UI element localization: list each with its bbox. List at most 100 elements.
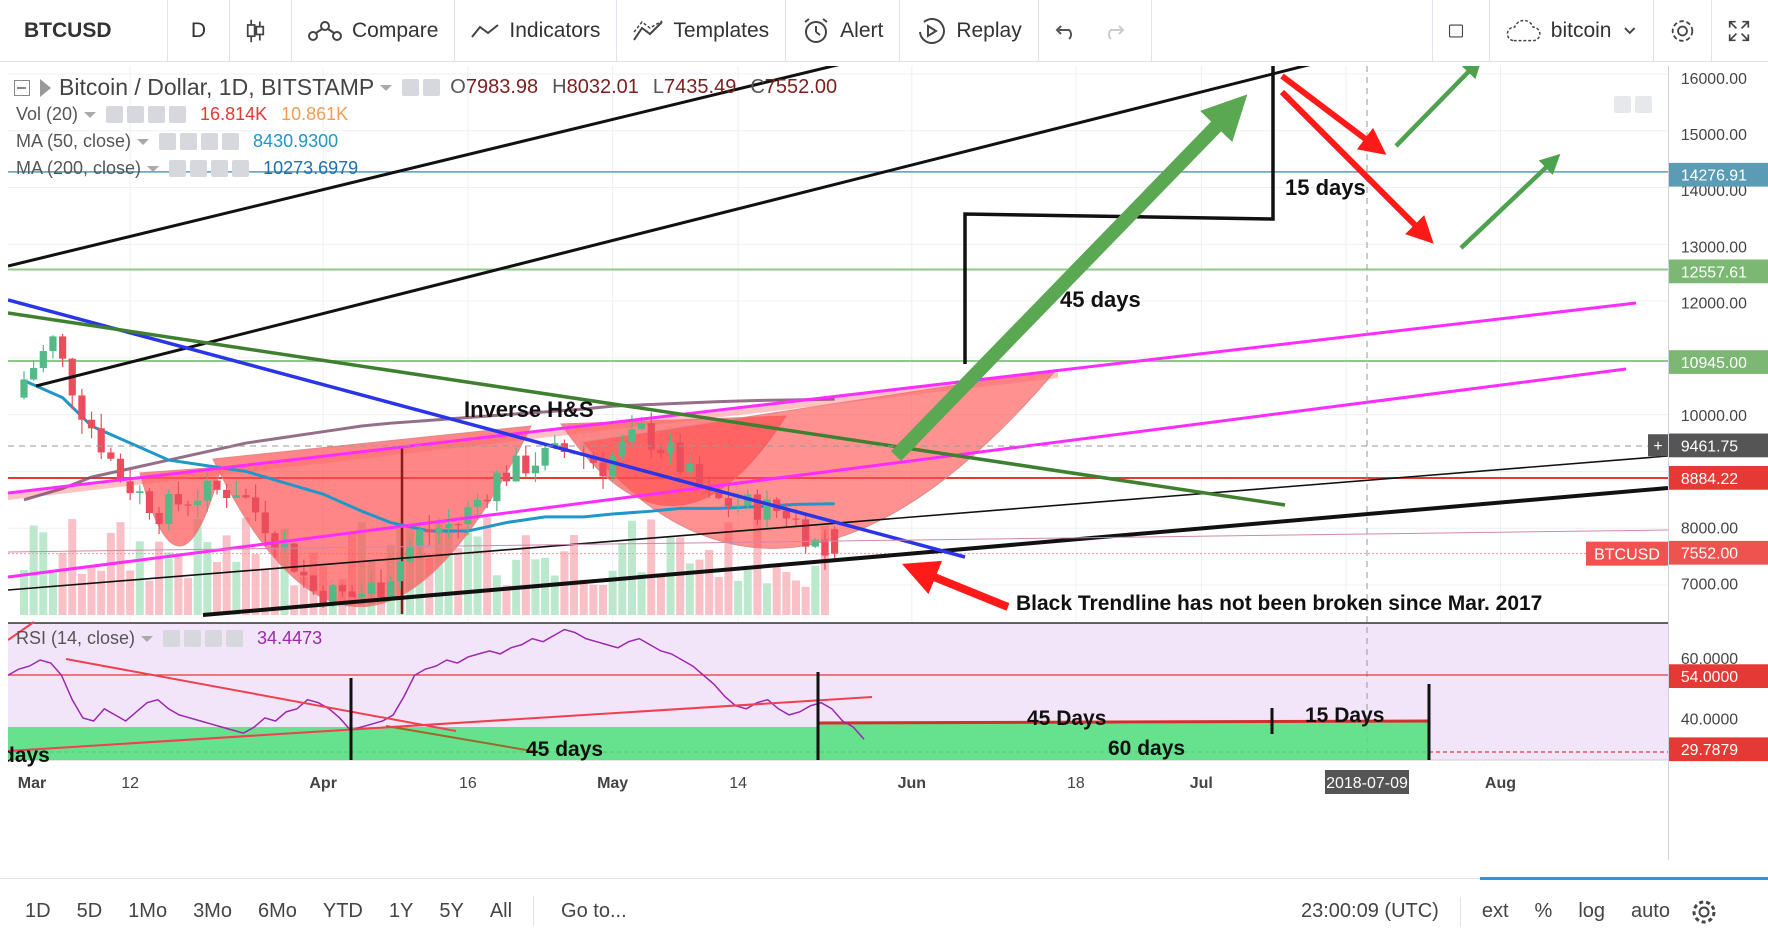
price-label-badge [1669,465,1768,490]
range-button[interactable]: All [489,899,513,922]
gear-icon[interactable] [423,79,441,96]
range-button[interactable]: 1Y [388,899,414,922]
forty-five-days-label: 45 days [1060,287,1141,312]
auto-toggle[interactable]: auto [1631,900,1670,922]
candle-body [792,518,800,520]
close-icon[interactable] [232,160,250,177]
percent-toggle[interactable]: % [1534,900,1553,922]
compare-button[interactable]: Compare [292,0,456,62]
price-tick-label: 13000.00 [1681,239,1747,256]
chart-pane[interactable]: Inverse H&S 45 days 15 days Black Trendl… [8,66,1668,860]
gear-icon[interactable] [180,133,198,150]
gear-icon[interactable] [1691,899,1717,925]
chart-style-button[interactable] [230,0,292,62]
gear-icon[interactable] [190,160,208,177]
rsi-pane: 45 days 45 Days 15 Days 60 days days [8,621,1668,767]
templates-button[interactable]: Templates [617,0,787,62]
price-label-text: 9461.75 [1681,438,1738,455]
undo-button[interactable] [1039,0,1095,62]
price-tick-label: 12000.00 [1681,296,1747,313]
ma50-legend: MA (50, close) 8430.9300 [16,131,338,152]
fullscreen-toggle-button[interactable] [1432,0,1490,62]
utc-clock[interactable]: 23:00:09 (UTC) [1301,900,1439,922]
chevron-down-icon[interactable] [147,165,160,172]
chevron-down-icon[interactable] [380,84,393,91]
gear-icon[interactable] [184,630,202,647]
indicators-button[interactable]: Indicators [455,0,618,62]
volume-bar [20,569,28,615]
range-button[interactable]: 1D [25,899,51,922]
volume-bar [647,519,656,615]
volume-bar [97,570,106,615]
green-arrow-up-2 [1459,153,1561,250]
range-button[interactable]: 6Mo [257,899,297,922]
volume-bar [801,586,810,615]
scroll-indicator [1480,877,1768,880]
fifteen-days-label: 15 days [1285,175,1366,200]
price-label-text: 7552.00 [1681,546,1738,563]
eye-icon[interactable] [159,133,177,150]
log-toggle[interactable]: log [1578,900,1606,922]
candle-body [522,455,530,474]
candle-body [145,491,154,514]
collapse-icon[interactable] [14,79,30,96]
layout-menu-button[interactable]: bitcoin [1490,0,1654,62]
volume-bar [434,522,443,615]
range-button[interactable]: 3Mo [193,899,232,922]
eye-icon[interactable] [106,106,124,123]
settings-button[interactable] [1654,0,1712,62]
plus-icon[interactable] [201,133,219,150]
alert-button[interactable]: Alert [786,0,901,62]
ma50-label: MA (50, close) [16,131,132,151]
maximize-icon[interactable] [1635,96,1652,113]
candle-body [252,497,260,513]
chevron-down-icon[interactable] [141,635,154,642]
replay-button[interactable]: Replay [900,0,1039,62]
range-button[interactable]: YTD [322,899,363,922]
eye-icon[interactable] [163,630,181,647]
volume-bar [579,579,588,615]
red-arrow-trendline [901,560,1010,611]
volume-bar [656,575,665,615]
volume-bar [792,580,800,615]
interval-button[interactable]: D [168,0,230,62]
volume-bar [58,552,67,615]
close-icon[interactable] [169,106,187,123]
candle-body [232,495,240,498]
plus-icon[interactable] [148,106,166,123]
symbol-search-button[interactable]: BTCUSD [8,0,168,62]
chart-canvas[interactable]: Inverse H&S 45 days 15 days Black Trendl… [8,66,1668,860]
ma200-label: MA (200, close) [16,158,142,178]
goto-button[interactable]: Go to... [561,899,627,922]
expand-button[interactable] [1712,0,1766,62]
inverse-hs-label: Inverse H&S [464,397,594,422]
range-button[interactable]: 1Mo [128,899,168,922]
volume-bar [106,532,115,615]
range-button[interactable]: 5D [76,899,103,922]
candle-body [309,575,318,591]
range-button[interactable]: 5Y [439,899,464,922]
plus-icon[interactable] [205,630,223,647]
crosshair-date-badge [1325,770,1409,794]
close-icon[interactable] [226,630,244,647]
ext-toggle[interactable]: ext [1481,900,1509,922]
candle-body [628,429,636,443]
chevron-down-icon[interactable] [137,138,150,145]
volume-bar [77,573,86,615]
time-axis-label: 14 [729,775,747,792]
candle-body [396,561,404,582]
gear-icon[interactable] [127,106,145,123]
volume-bar [193,519,202,615]
volume-bar [820,525,829,615]
alert-label: Alert [840,18,884,42]
chevron-down-icon[interactable] [84,111,97,118]
eye-icon[interactable] [402,79,420,96]
descending-blue-line [8,298,966,559]
arrow-down-icon[interactable] [1614,96,1631,113]
eye-icon[interactable] [169,160,187,177]
price-axis[interactable]: 16000.00 15000.00 14000.00 13000.00 12000.00… [1668,66,1768,860]
time-axis: Mar12Apr16May14Jun18Jul16Aug2018-07-09 [18,770,1516,794]
close-icon[interactable] [222,133,240,150]
plus-icon[interactable] [211,160,229,177]
redo-button[interactable] [1095,0,1152,62]
